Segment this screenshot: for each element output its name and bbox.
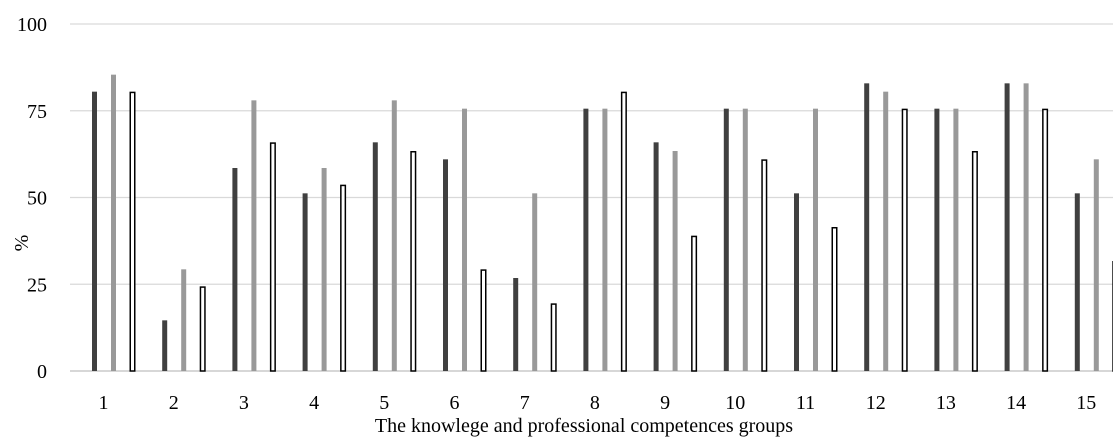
bar (443, 159, 448, 371)
bar (302, 193, 308, 371)
y-tick-label: 25 (27, 274, 47, 296)
bar (480, 269, 487, 372)
bar (691, 235, 698, 372)
bar (794, 193, 799, 371)
y-tick-label: 75 (27, 101, 47, 123)
x-tick-label: 13 (936, 392, 956, 414)
bar (462, 108, 467, 371)
y-axis: 0 25 50 75 100 (17, 14, 47, 383)
y-axis-title: % (11, 235, 33, 252)
bar (340, 184, 347, 372)
bar (583, 108, 589, 371)
x-tick-label: 14 (1006, 392, 1026, 414)
bar (410, 151, 417, 372)
bar (269, 142, 276, 372)
x-tick-label: 5 (379, 392, 389, 414)
x-tick-label: 9 (660, 392, 670, 414)
bar (883, 91, 889, 371)
x-tick-label: 15 (1076, 392, 1096, 414)
bar (901, 108, 908, 372)
x-tick-label: 4 (309, 392, 319, 414)
x-tick-label: 6 (450, 392, 460, 414)
bars (92, 74, 1113, 372)
bar (321, 168, 327, 371)
bar (1004, 83, 1010, 371)
x-tick-label: 7 (520, 392, 530, 414)
bar (831, 226, 838, 372)
bar (602, 108, 608, 371)
bar (129, 91, 136, 372)
bar (653, 142, 659, 371)
bar (761, 159, 768, 372)
bar (162, 320, 168, 371)
x-tick-label: 11 (796, 392, 815, 414)
bar (620, 91, 627, 372)
bar (742, 108, 748, 371)
x-tick-label: 1 (99, 392, 109, 414)
bar (971, 151, 978, 372)
bar (953, 108, 959, 371)
bar (934, 108, 940, 371)
x-tick-label: 8 (590, 392, 600, 414)
bar (1042, 108, 1049, 372)
bar (550, 303, 557, 372)
bar (232, 168, 238, 371)
bar (111, 74, 116, 372)
bar (813, 108, 818, 371)
bar (1093, 159, 1099, 371)
bar (181, 269, 187, 371)
bar (1074, 193, 1080, 371)
bar (672, 151, 678, 371)
y-tick-label: 100 (17, 14, 47, 36)
x-tick-label: 2 (169, 392, 179, 414)
bar (92, 91, 97, 371)
y-tick-label: 0 (37, 361, 47, 383)
x-tick-label: 12 (866, 392, 886, 414)
bar (864, 83, 870, 371)
y-tick-label: 50 (27, 188, 47, 210)
bar (513, 278, 519, 371)
x-tick-label: 3 (239, 392, 249, 414)
bar (723, 108, 729, 371)
bar (372, 142, 378, 371)
bar (532, 193, 538, 371)
bar (199, 286, 206, 372)
bar (1023, 83, 1029, 371)
bar (391, 100, 397, 371)
x-axis-title: The knowlege and professional competence… (375, 415, 793, 437)
bar (251, 100, 257, 371)
x-tick-label: 10 (725, 392, 745, 414)
x-axis: 1 2 3 4 5 6 7 8 9 10 11 12 13 14 15 (99, 392, 1097, 414)
